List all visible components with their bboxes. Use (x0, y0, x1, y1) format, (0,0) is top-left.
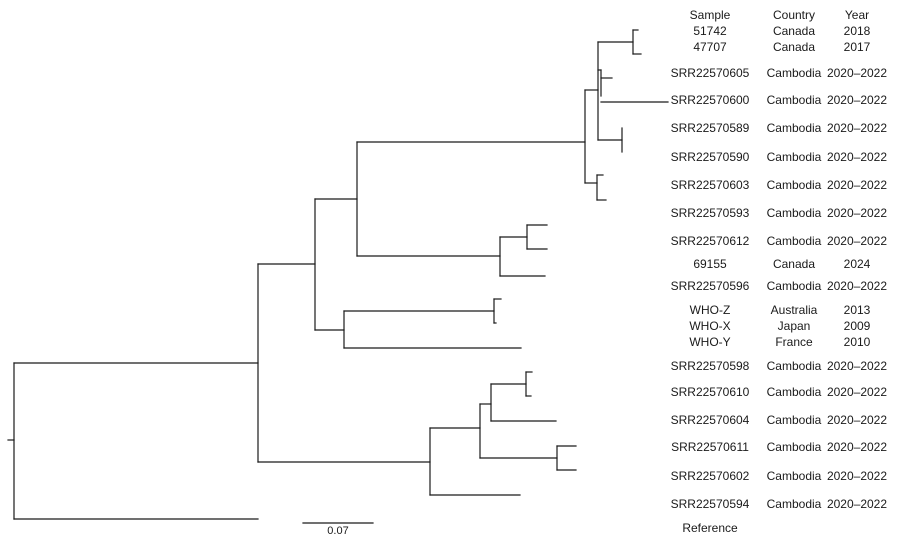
sample-cell: WHO-Y (689, 335, 731, 349)
sample-cell: SRR22570594 (670, 497, 750, 511)
country-cell: Cambodia (766, 385, 822, 399)
sample-cell: SRR22570589 (670, 121, 750, 135)
country-cell: Canada (772, 257, 816, 271)
sample-cell: SRR22570596 (670, 279, 750, 293)
year-cell: 2020–2022 (826, 150, 888, 164)
sample-cell: 47707 (693, 40, 727, 54)
country-cell: Cambodia (766, 66, 822, 80)
country-cell: Cambodia (766, 234, 822, 248)
country-cell: Cambodia (766, 121, 822, 135)
country-cell: Japan (777, 319, 811, 333)
sample-cell: SRR22570590 (670, 150, 750, 164)
year-cell: 2020–2022 (826, 206, 888, 220)
year-cell: 2020–2022 (826, 385, 888, 399)
sample-cell: SRR22570600 (670, 93, 750, 107)
sample-cell: 69155 (693, 257, 727, 271)
year-cell: 2020–2022 (826, 469, 888, 483)
sample-cell: SRR22570593 (670, 206, 750, 220)
year-cell: 2020–2022 (826, 440, 888, 454)
year-cell: 2020–2022 (826, 66, 888, 80)
year-cell: 2013 (843, 303, 871, 317)
sample-cell: SRR22570603 (670, 178, 750, 192)
country-cell: Cambodia (766, 178, 822, 192)
country-cell: Cambodia (766, 279, 822, 293)
sample-cell: Reference (682, 521, 738, 535)
sample-cell: SRR22570598 (670, 359, 750, 373)
country-cell: Cambodia (766, 469, 822, 483)
country-cell: Cambodia (766, 93, 822, 107)
column-header-sample: Sample (689, 8, 731, 22)
sample-cell: WHO-X (689, 319, 731, 333)
country-cell: Cambodia (766, 359, 822, 373)
country-cell: Australia (770, 303, 818, 317)
year-cell: 2018 (843, 24, 871, 38)
year-cell: 2020–2022 (826, 234, 888, 248)
country-cell: Canada (772, 40, 816, 54)
country-cell: France (775, 335, 813, 349)
sample-cell: SRR22570610 (670, 385, 750, 399)
column-header-year: Year (844, 8, 870, 22)
year-cell: 2020–2022 (826, 359, 888, 373)
sample-cell: SRR22570602 (670, 469, 750, 483)
year-cell: 2024 (843, 257, 871, 271)
year-cell: 2017 (843, 40, 871, 54)
country-cell: Canada (772, 24, 816, 38)
year-cell: 2020–2022 (826, 121, 888, 135)
year-cell: 2009 (843, 319, 871, 333)
country-cell: Cambodia (766, 150, 822, 164)
country-cell: Cambodia (766, 206, 822, 220)
sample-cell: SRR22570605 (670, 66, 750, 80)
year-cell: 2020–2022 (826, 178, 888, 192)
year-cell: 2010 (843, 335, 871, 349)
sample-cell: SRR22570611 (671, 440, 749, 454)
column-header-country: Country (772, 8, 816, 22)
country-cell: Cambodia (766, 413, 822, 427)
year-cell: 2020–2022 (826, 93, 888, 107)
sample-cell: 51742 (693, 24, 727, 38)
scale-bar-label: 0.07 (327, 525, 349, 537)
sample-cell: SRR22570604 (670, 413, 750, 427)
country-cell: Cambodia (766, 440, 822, 454)
country-cell: Cambodia (766, 497, 822, 511)
year-cell: 2020–2022 (826, 279, 888, 293)
sample-cell: SRR22570612 (670, 234, 750, 248)
year-cell: 2020–2022 (826, 413, 888, 427)
year-cell: 2020–2022 (826, 497, 888, 511)
sample-cell: WHO-Z (689, 303, 731, 317)
